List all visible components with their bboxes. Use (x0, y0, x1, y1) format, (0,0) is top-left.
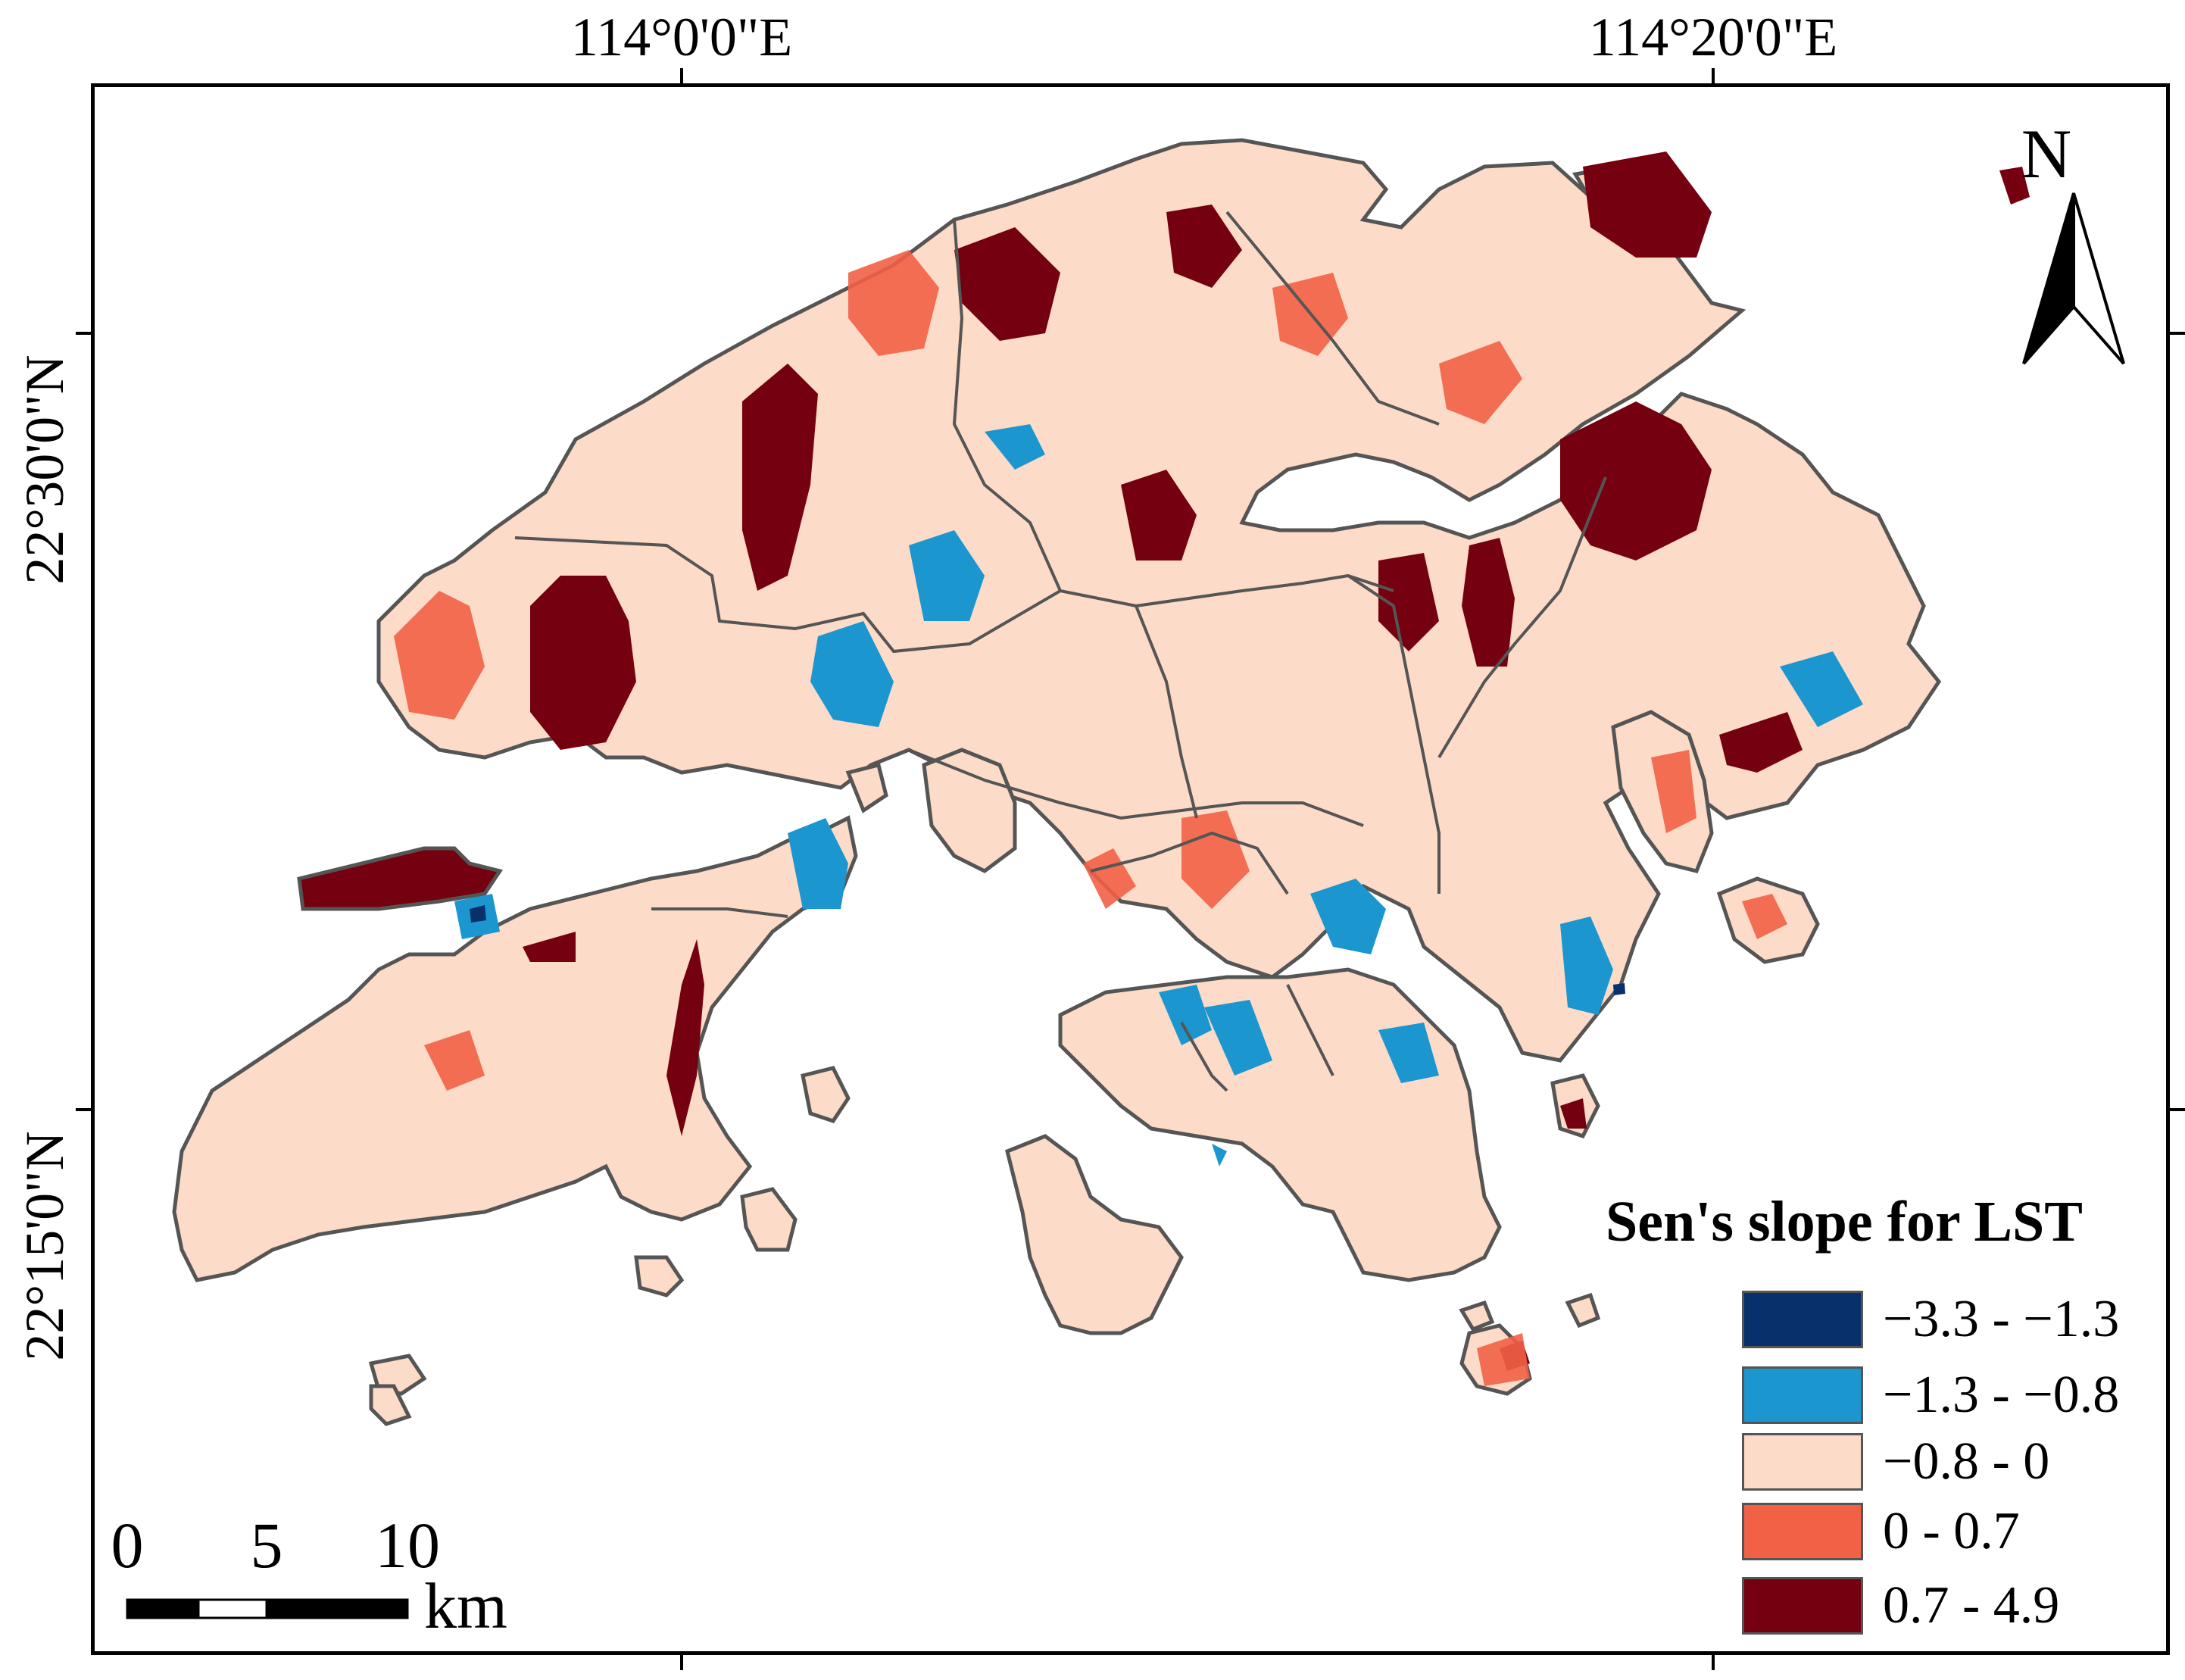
legend-swatch (1742, 1291, 1863, 1348)
legend-item-slight-cooling: −0.8 - 0 (1742, 1432, 2049, 1492)
class-moderate-cooling-patches (454, 424, 1863, 1166)
landmass-airport (297, 846, 504, 911)
scale-bar-tick-5: 5 (250, 1509, 283, 1582)
legend-item-high-warming: 0.7 - 4.9 (1742, 1575, 2059, 1636)
legend-item-moderate-warming: 0 - 0.7 (1742, 1501, 2020, 1562)
legend-label: 0 - 0.7 (1883, 1502, 2020, 1560)
class-high-warming-patches (523, 151, 2030, 1371)
longitude-label-114-20: 114°20'0"E (1588, 7, 1838, 67)
legend-item-strong-cooling: −3.3 - −1.3 (1742, 1289, 2119, 1350)
class-strong-cooling-patches (470, 905, 1625, 995)
district-boundaries (514, 211, 1607, 1092)
legend-swatch (1742, 1577, 1863, 1635)
north-arrow-label: N (2021, 115, 2072, 192)
legend-swatch (1742, 1503, 1863, 1560)
class-moderate-warming-patches (394, 250, 1787, 1386)
scale-bar-tick-10: 10 (375, 1509, 440, 1582)
legend-item-moderate-cooling: −1.3 - −0.8 (1742, 1365, 2119, 1426)
legend-title: Sen's slope for LST (1606, 1190, 2083, 1254)
scale-bar-tick-0: 0 (111, 1509, 144, 1582)
landmass-new-territories (376, 138, 1942, 1063)
legend-label: 0.7 - 4.9 (1883, 1576, 2060, 1635)
graticule-ticks (76, 68, 2185, 1670)
legend-swatch (1742, 1433, 1863, 1491)
legend-label: −0.8 - 0 (1883, 1432, 2050, 1491)
legend-label: −1.3 - −0.8 (1883, 1366, 2120, 1424)
legend-swatch (1742, 1366, 1863, 1424)
landmass-lamma-island (1005, 1134, 1184, 1335)
landmass-lantau-island (172, 815, 858, 1282)
north-arrow-icon (2022, 192, 2125, 365)
longitude-label-114-00: 114°0'0"E (570, 7, 793, 67)
scale-bar-unit: km (424, 1569, 507, 1642)
scale-bar (126, 1598, 409, 1619)
legend-label: −3.3 - −1.3 (1883, 1290, 2120, 1348)
